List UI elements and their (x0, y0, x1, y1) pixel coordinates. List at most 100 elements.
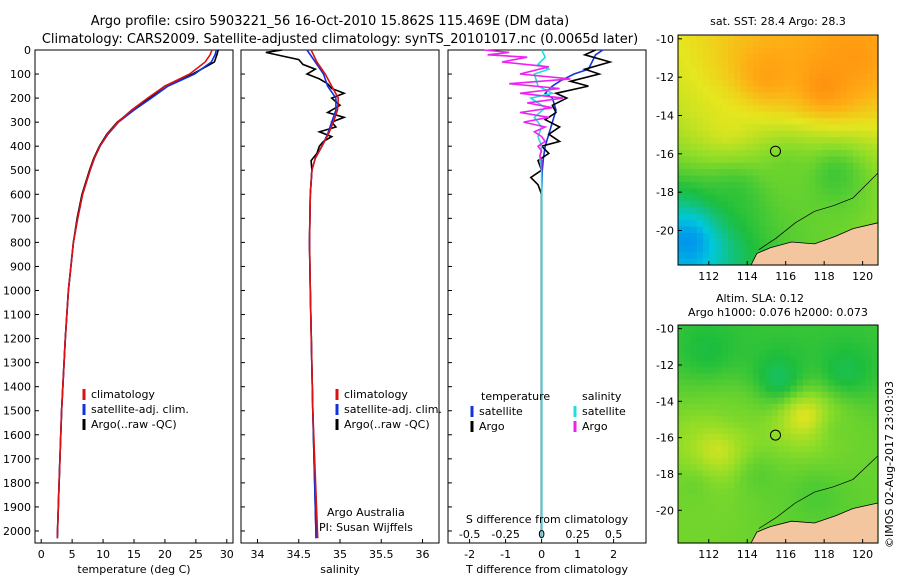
map-cell (853, 331, 860, 338)
map-cell (834, 92, 842, 100)
map-cell (871, 415, 879, 423)
map-cell (821, 201, 829, 209)
map-cell (690, 536, 698, 544)
map-cell (821, 476, 829, 484)
map-cell (815, 66, 823, 74)
map-cell (734, 194, 742, 202)
map-cell (728, 98, 735, 106)
map-cell (834, 427, 842, 435)
map-cell (715, 506, 723, 514)
map-cell (828, 427, 835, 435)
map-cell (728, 373, 735, 381)
map-cell (790, 421, 798, 429)
map-cell (753, 488, 760, 496)
map-cell (784, 367, 792, 375)
map-cell (840, 194, 848, 202)
map-cell (759, 86, 767, 94)
map-cell (828, 105, 835, 113)
map-cell (696, 409, 704, 417)
map-cell (765, 452, 773, 459)
map-cell (871, 458, 879, 465)
temperature-panel: 0100200300400500600700800900100011001200… (3, 44, 234, 576)
map-cell (759, 245, 767, 253)
legend-label: climatology (91, 388, 155, 401)
depth-tick-label: 1600 (3, 429, 31, 442)
map-cell (796, 181, 804, 189)
map-cell (846, 201, 854, 209)
map-cell (859, 105, 867, 113)
map-cell (690, 124, 698, 132)
legend-label: Argo(..raw -QC) (91, 418, 177, 431)
map-cell (740, 409, 748, 417)
map-cell (853, 421, 860, 429)
map-cell (690, 367, 698, 375)
map-cell (721, 530, 729, 538)
map-cell (690, 355, 698, 362)
map-cell (709, 409, 717, 417)
map-cell (840, 175, 848, 183)
map-cell (865, 440, 873, 447)
map-cell (746, 367, 754, 375)
map-cell (859, 355, 867, 362)
map-cell (753, 54, 760, 62)
map-cell (696, 337, 704, 344)
map-cell (746, 226, 754, 234)
map-cell (853, 207, 860, 215)
map-cell (690, 349, 698, 356)
map-cell (853, 79, 860, 87)
map-cell (721, 35, 729, 42)
map-cell (803, 373, 810, 381)
depth-tick-label: 400 (10, 140, 31, 153)
map-cell (834, 337, 842, 344)
map-cell (709, 207, 717, 215)
map-cell (715, 226, 723, 234)
map-cell (784, 349, 792, 356)
map-cell (759, 156, 767, 164)
map-cell (809, 169, 817, 177)
map-cell (678, 86, 685, 94)
map-cell (703, 373, 710, 381)
map-cell (834, 446, 842, 453)
map-cell (828, 367, 835, 375)
map-cell (828, 66, 835, 74)
map-cell (809, 137, 817, 145)
map-cell (765, 464, 773, 471)
map-cell (778, 331, 785, 338)
map-cell (696, 92, 704, 100)
map-cell (834, 403, 842, 411)
map-cell (715, 73, 723, 81)
map-cell (728, 239, 735, 247)
map-cell (684, 458, 692, 465)
map-cell (684, 470, 692, 477)
map-cell (834, 73, 842, 81)
map-cell (690, 175, 698, 183)
map-cell (821, 379, 829, 387)
map-cell (765, 105, 773, 113)
map-cell (778, 181, 785, 189)
map-cell (834, 124, 842, 132)
map-cell (871, 427, 879, 435)
map-cell (715, 373, 723, 381)
map-cell (790, 446, 798, 453)
map-cell (865, 337, 873, 344)
map-cell (846, 156, 854, 164)
map-cell (734, 446, 742, 453)
map-cell (828, 233, 835, 241)
map-cell (709, 54, 717, 62)
map-cell (834, 494, 842, 502)
title-line-2: Climatology: CARS2009. Satellite-adjuste… (42, 32, 638, 47)
map-cell (753, 361, 760, 368)
map-cell (865, 349, 873, 356)
map-cell (784, 506, 792, 514)
map-cell (709, 60, 717, 68)
map-cell (771, 54, 779, 62)
map-cell (759, 440, 767, 447)
map-cell (809, 506, 817, 514)
map-cell (740, 60, 748, 68)
map-cell (759, 169, 767, 177)
map-cell (871, 162, 879, 170)
map-cell (765, 361, 773, 368)
map-cell (778, 239, 785, 247)
map-cell (715, 60, 723, 68)
